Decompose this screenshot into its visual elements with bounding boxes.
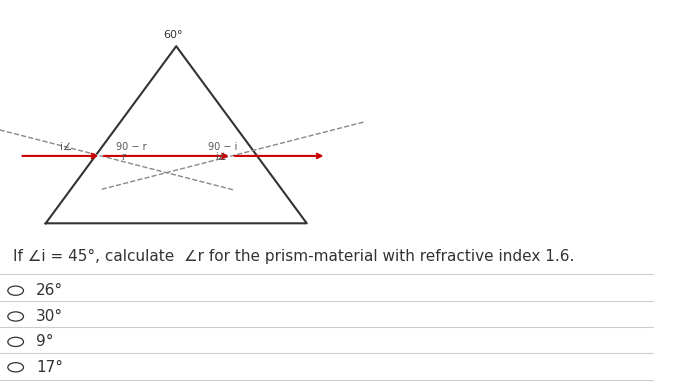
Text: If ∠i = 45°, calculate  ∠r for the prism-material with refractive index 1.6.: If ∠i = 45°, calculate ∠r for the prism-…: [13, 248, 575, 264]
Text: i∠: i∠: [60, 142, 72, 152]
Text: 90 − i: 90 − i: [208, 142, 237, 152]
Text: 26°: 26°: [36, 283, 63, 298]
Text: 60°: 60°: [164, 30, 183, 40]
Text: 90 − r: 90 − r: [116, 142, 147, 152]
Text: i∠: i∠: [215, 152, 227, 162]
Text: 30°: 30°: [36, 309, 63, 324]
Text: r: r: [121, 152, 125, 162]
Text: 17°: 17°: [36, 360, 63, 375]
Text: 9°: 9°: [36, 335, 53, 349]
